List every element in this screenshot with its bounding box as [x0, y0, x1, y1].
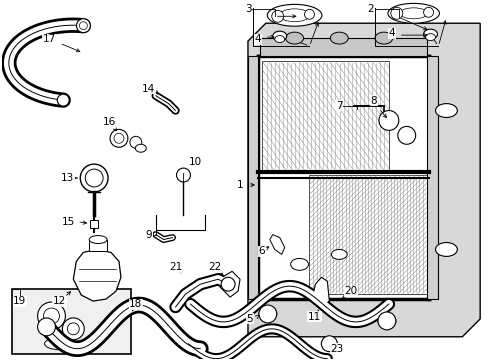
Ellipse shape: [387, 3, 439, 23]
Text: 10: 10: [188, 157, 202, 167]
Ellipse shape: [279, 9, 309, 22]
Circle shape: [423, 7, 433, 17]
Ellipse shape: [425, 33, 435, 41]
Bar: [247, 56, 257, 299]
Circle shape: [80, 164, 108, 192]
Circle shape: [321, 336, 337, 352]
Bar: [259, 38, 426, 56]
Bar: [309, 175, 426, 294]
Circle shape: [62, 318, 84, 340]
Bar: [426, 56, 438, 299]
Bar: [262, 61, 388, 170]
Ellipse shape: [399, 8, 427, 19]
Circle shape: [130, 136, 142, 148]
Text: 12: 12: [53, 296, 66, 306]
Polygon shape: [247, 23, 479, 337]
Circle shape: [38, 318, 55, 336]
Text: 14: 14: [142, 84, 155, 94]
Circle shape: [378, 111, 398, 130]
Polygon shape: [73, 249, 121, 301]
Ellipse shape: [331, 249, 346, 260]
Circle shape: [110, 129, 128, 147]
Ellipse shape: [330, 32, 347, 44]
Circle shape: [79, 22, 87, 30]
Circle shape: [304, 9, 314, 19]
Text: 11: 11: [307, 312, 321, 322]
Ellipse shape: [285, 32, 303, 44]
Bar: [89, 239, 107, 251]
Text: 21: 21: [168, 262, 182, 272]
Text: 6: 6: [258, 247, 264, 256]
Text: 2: 2: [367, 4, 373, 14]
Circle shape: [258, 305, 276, 323]
Text: 7: 7: [335, 100, 342, 111]
Text: 23: 23: [330, 344, 343, 354]
Ellipse shape: [435, 104, 456, 117]
Bar: [90, 220, 98, 228]
Bar: [12, 289, 131, 354]
Circle shape: [38, 302, 65, 330]
Bar: [258, 57, 427, 298]
Ellipse shape: [435, 243, 456, 256]
Ellipse shape: [267, 4, 321, 26]
Circle shape: [397, 126, 415, 144]
Polygon shape: [269, 235, 284, 255]
Circle shape: [221, 277, 235, 291]
Ellipse shape: [374, 32, 392, 44]
Text: 13: 13: [61, 173, 74, 183]
Circle shape: [176, 168, 190, 182]
Circle shape: [377, 312, 395, 330]
Text: 18: 18: [129, 299, 142, 309]
Circle shape: [85, 169, 103, 187]
Circle shape: [76, 19, 90, 33]
Ellipse shape: [44, 338, 74, 350]
Text: 4: 4: [388, 28, 394, 38]
Text: 3: 3: [244, 4, 251, 14]
Circle shape: [43, 308, 60, 324]
Text: 15: 15: [61, 217, 75, 227]
Circle shape: [57, 94, 69, 106]
Ellipse shape: [290, 258, 308, 270]
Text: 19: 19: [13, 296, 26, 306]
Circle shape: [114, 133, 123, 143]
Circle shape: [271, 10, 283, 22]
Ellipse shape: [258, 307, 276, 321]
Text: 9: 9: [145, 230, 152, 239]
Circle shape: [67, 323, 79, 335]
Ellipse shape: [272, 31, 286, 41]
Text: 8: 8: [370, 96, 377, 105]
Text: 22: 22: [208, 262, 222, 272]
Text: 5: 5: [246, 314, 253, 324]
Ellipse shape: [89, 235, 107, 243]
Text: 1: 1: [236, 180, 243, 190]
Circle shape: [390, 7, 402, 19]
Ellipse shape: [274, 36, 284, 42]
Text: 20: 20: [344, 286, 357, 296]
Text: 4: 4: [254, 34, 261, 44]
Text: 17: 17: [43, 34, 56, 44]
Ellipse shape: [321, 338, 337, 350]
Ellipse shape: [135, 144, 146, 152]
Text: 16: 16: [102, 117, 116, 127]
Polygon shape: [311, 277, 328, 307]
Polygon shape: [220, 271, 240, 297]
Ellipse shape: [377, 314, 395, 328]
Ellipse shape: [423, 29, 437, 39]
